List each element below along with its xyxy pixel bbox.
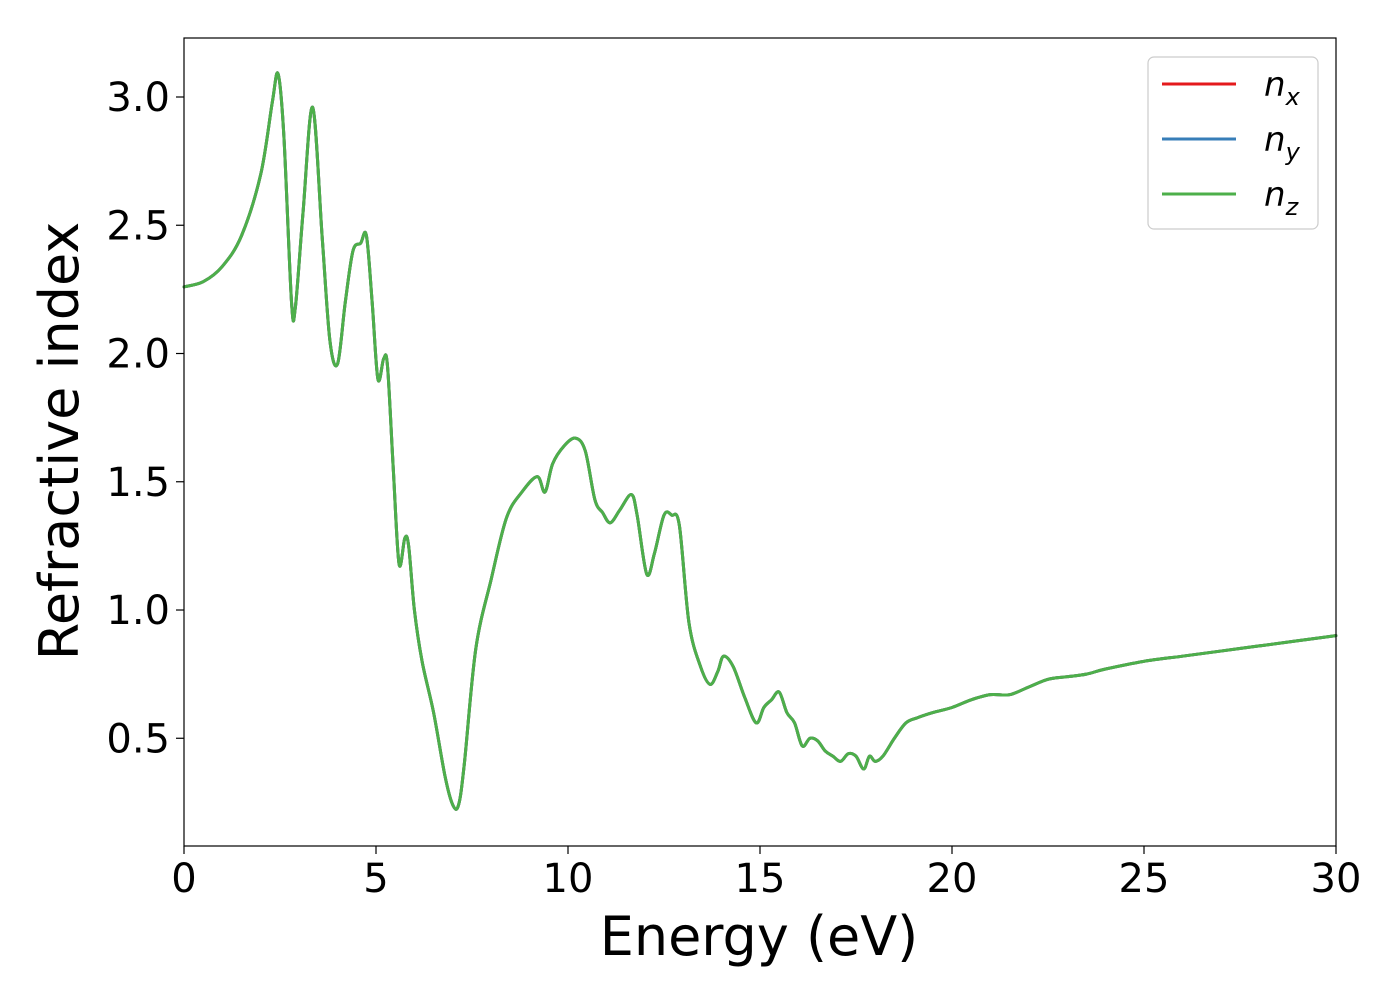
x-axis-title: Energy (eV) <box>600 905 919 968</box>
y-tick-label: 2.5 <box>106 203 170 249</box>
y-tick-label: 2.0 <box>106 332 170 378</box>
legend-label-ny: ny <box>1264 120 1301 166</box>
y-axis-ticks: 0.5 1.0 1.5 2.0 2.5 3.0 <box>106 75 184 762</box>
x-tick-label: 30 <box>1311 856 1362 902</box>
x-tick-label: 25 <box>1119 856 1170 902</box>
x-axis-ticks: 0 5 10 15 20 25 30 <box>171 846 1361 902</box>
x-tick-label: 10 <box>543 856 594 902</box>
x-tick-label: 0 <box>171 856 196 902</box>
legend: nx ny nz <box>1147 56 1319 230</box>
y-tick-label: 1.5 <box>106 460 170 506</box>
plot-area <box>182 71 1338 811</box>
legend-entries: nx ny nz <box>1162 65 1301 221</box>
legend-box <box>1147 56 1319 230</box>
legend-label-nz: nz <box>1264 175 1300 221</box>
y-tick-label: 3.0 <box>106 75 170 121</box>
x-tick-label: 20 <box>927 856 978 902</box>
y-tick-label: 1.0 <box>106 588 170 634</box>
y-axis-title: Refractive index <box>28 222 91 661</box>
y-tick-label: 0.5 <box>106 716 170 762</box>
legend-label-nx: nx <box>1264 65 1301 111</box>
x-tick-label: 15 <box>735 856 786 902</box>
series-group <box>182 71 1338 811</box>
x-tick-label: 5 <box>363 856 388 902</box>
series-line-n-z <box>182 71 1338 811</box>
